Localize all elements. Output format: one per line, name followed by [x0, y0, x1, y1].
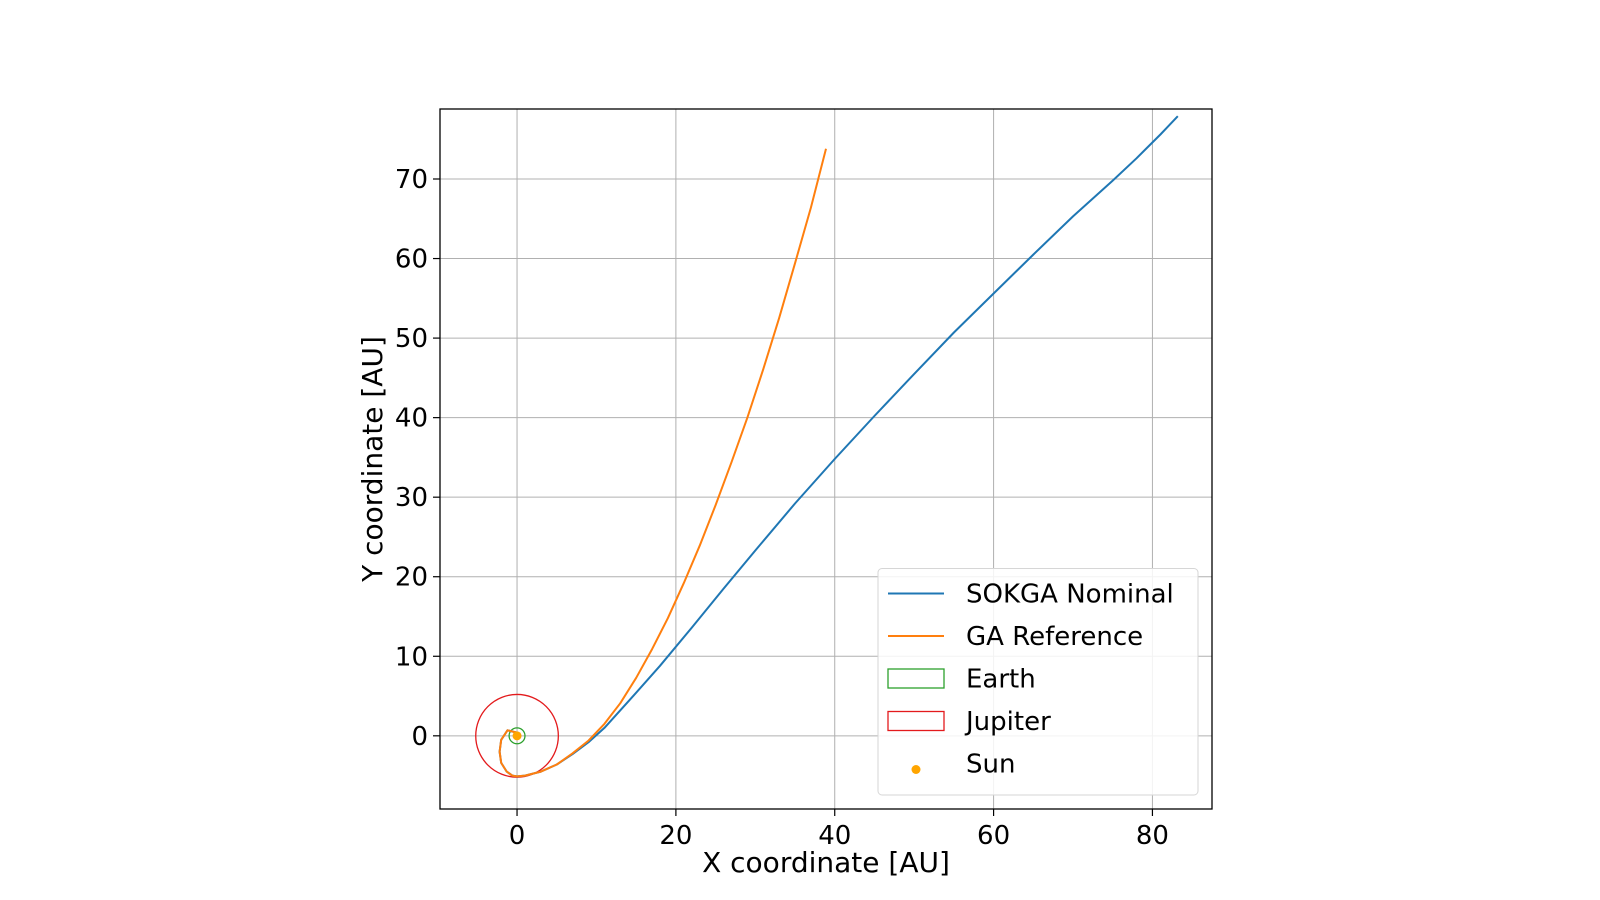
plot-frame [439, 108, 1213, 810]
y-tick-label: 50 [395, 324, 428, 354]
y-tick-label: 0 [411, 722, 428, 752]
x-tick-label: 80 [1136, 821, 1169, 851]
y-axis-label: Y coordinate [AU] [356, 336, 389, 583]
x-tick-label: 20 [659, 821, 692, 851]
x-tick-label: 0 [509, 821, 526, 851]
y-tick-label: 10 [395, 642, 428, 672]
series-layer [475, 115, 1179, 778]
y-tick-label: 20 [395, 563, 428, 593]
legend-ga-reference-label: GA Reference [966, 622, 1143, 652]
orbit-earth [508, 727, 526, 745]
legend-earth-label: Earth [966, 665, 1036, 695]
x-tick-label: 40 [818, 821, 851, 851]
y-tick-label: 40 [395, 404, 428, 434]
x-tick-label: 60 [977, 821, 1010, 851]
ticks: 0 20 40 60 80 0 10 20 30 40 50 60 70 [395, 165, 1169, 851]
legend-sun-swatch [911, 765, 921, 774]
point-sun [512, 731, 522, 741]
x-axis-label: X coordinate [AU] [702, 846, 950, 879]
y-tick-label: 70 [395, 165, 428, 195]
y-tick-label: 60 [395, 245, 428, 275]
legend-box [877, 568, 1199, 796]
y-tick-label: 30 [395, 483, 428, 513]
series-line-ga-reference [498, 148, 827, 778]
legend: SOKGA Nominal GA Reference Earth Jupiter Sun [877, 568, 1199, 796]
legend-earth-swatch [887, 668, 945, 689]
legend-sun-label: Sun [966, 750, 1015, 780]
legend-sokga-nominal-label: SOKGA Nominal [966, 580, 1174, 610]
legend-jupiter-swatch [887, 710, 945, 732]
legend-jupiter-label: Jupiter [964, 707, 1051, 737]
